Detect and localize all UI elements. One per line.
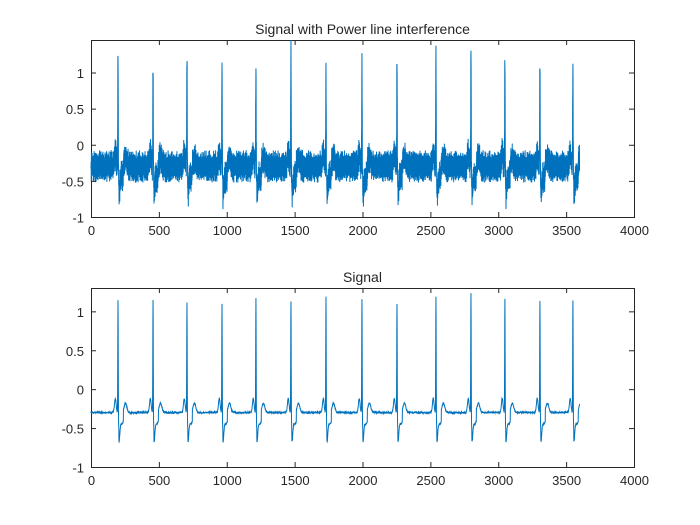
y-tick-label: 0 xyxy=(77,383,84,398)
x-tick-label: 2000 xyxy=(349,223,378,238)
x-tick-label: 3500 xyxy=(552,223,581,238)
y-tick-label: 0 xyxy=(77,138,84,153)
axes-clean-signal: 0 500 1000 1500 2000 2500 3000 3500 4000 -1 -0.5 0 0… xyxy=(62,269,649,488)
y-tick-label: -0.5 xyxy=(62,174,84,189)
x-tick-label: 4000 xyxy=(620,473,649,488)
x-tick-label: 3500 xyxy=(552,473,581,488)
x-tick-label: 500 xyxy=(149,473,171,488)
x-tick-label: 500 xyxy=(149,223,171,238)
x-tick-label: 1500 xyxy=(281,473,310,488)
y-tick-label: 0.5 xyxy=(66,344,84,359)
x-tick-label: 1000 xyxy=(213,473,242,488)
plot-title: Signal xyxy=(343,269,382,285)
y-tick-label: -1 xyxy=(72,461,84,476)
x-tick-label: 2500 xyxy=(416,223,445,238)
y-tick-label: 1 xyxy=(77,66,84,81)
x-tick-label: 0 xyxy=(88,473,95,488)
x-tick-label: 4000 xyxy=(620,223,649,238)
y-tick-label: -1 xyxy=(72,211,84,226)
axes-power-line-signal: 0 500 1000 1500 2000 2500 3000 3500 4000 -1 -0.5 0 0… xyxy=(62,21,649,238)
plot-title: Signal with Power line interference xyxy=(255,21,470,37)
x-tick-label: 2500 xyxy=(416,473,445,488)
x-tick-label: 0 xyxy=(88,223,95,238)
x-tick-label: 3000 xyxy=(484,473,513,488)
x-tick-label: 1500 xyxy=(281,223,310,238)
x-tick-label: 2000 xyxy=(349,473,378,488)
noisy-signal-trace xyxy=(90,39,581,210)
clean-signal-trace xyxy=(90,293,581,444)
y-tick-label: -0.5 xyxy=(62,422,84,437)
y-tick-label: 0.5 xyxy=(66,102,84,117)
x-tick-label: 1000 xyxy=(213,223,242,238)
y-tick-label: 1 xyxy=(77,305,84,320)
x-tick-label: 3000 xyxy=(484,223,513,238)
